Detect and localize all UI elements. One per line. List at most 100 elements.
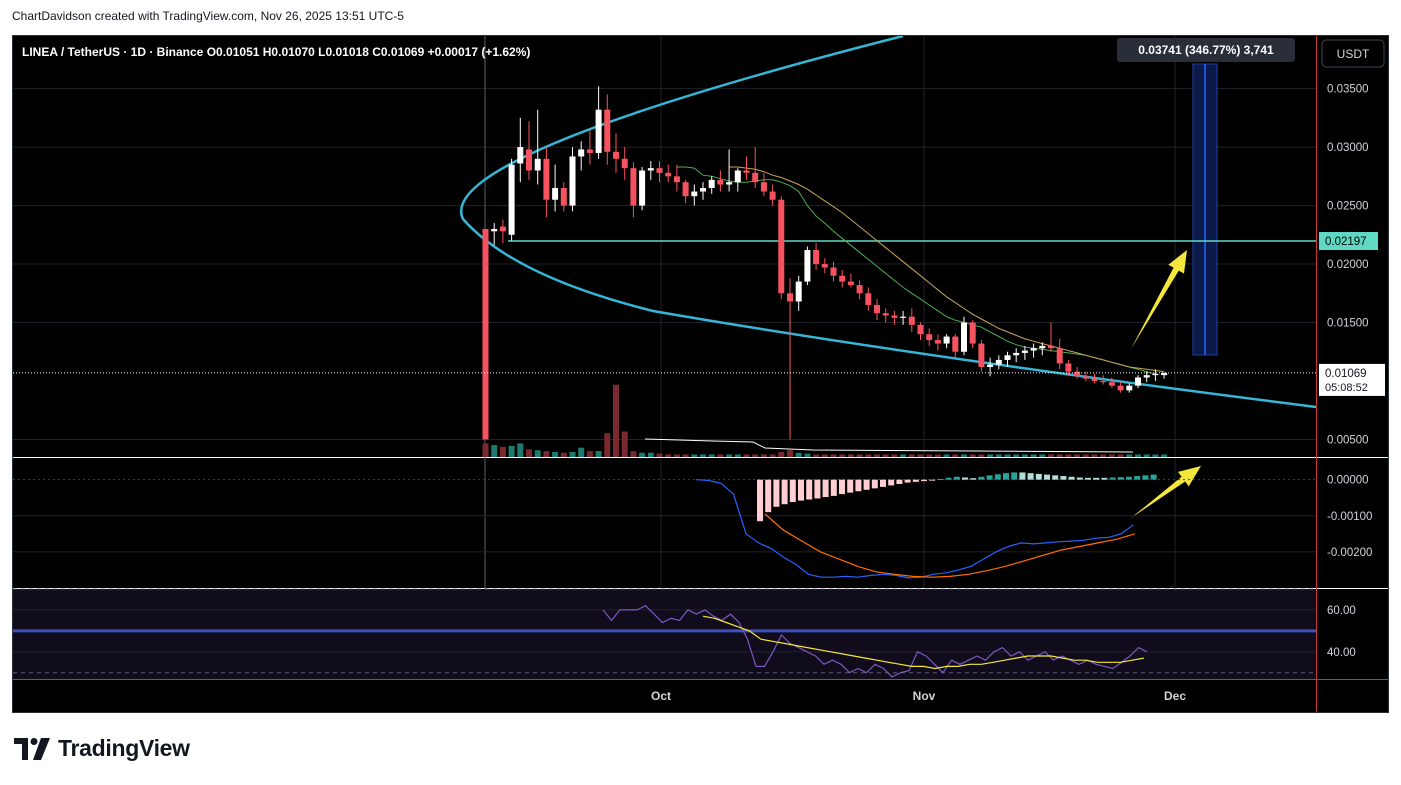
candle-body: [752, 172, 759, 183]
macd-histogram-bar: [1109, 477, 1116, 480]
candle-body: [534, 158, 541, 171]
candle-body: [569, 156, 576, 206]
volume-bar: [665, 454, 672, 457]
candle-body: [978, 343, 985, 367]
macd-histogram-bar: [798, 479, 804, 501]
price-axis-label: 0.03500: [1327, 84, 1369, 96]
candle-body: [804, 250, 811, 282]
candle-body: [1056, 348, 1063, 364]
candle-body: [961, 322, 967, 352]
candle-body: [595, 109, 602, 153]
candle-body: [839, 275, 846, 282]
tradingview-logo[interactable]: TradingView: [14, 735, 190, 762]
candle-body: [1100, 380, 1107, 383]
volume-bar: [1108, 454, 1115, 457]
volume-bar: [543, 451, 550, 457]
rsi-background: [13, 589, 1316, 679]
macd-histogram-bar: [1011, 472, 1018, 480]
candle-body: [882, 313, 889, 316]
legend-value: L0.01018: [318, 45, 369, 59]
volume-bar: [1143, 454, 1150, 457]
volume-bar: [1065, 454, 1072, 457]
volume-bar: [482, 443, 489, 457]
candle-body: [987, 364, 994, 367]
legend-value: LINEA / TetherUS · 1D · Binance: [22, 45, 204, 59]
candle-body: [1004, 355, 1011, 360]
candle-body: [908, 316, 915, 325]
macd-histogram-bar: [994, 474, 1001, 480]
macd-histogram-bar: [1142, 475, 1149, 480]
volume-bar: [717, 454, 724, 457]
macd-histogram-bar: [986, 475, 993, 480]
macd-histogram-bar: [896, 479, 903, 484]
macd-histogram-bar: [1101, 477, 1108, 480]
volume-bar: [1091, 454, 1098, 457]
volume-bar: [1126, 454, 1133, 457]
macd-histogram-bar: [863, 479, 870, 490]
legend-value: O0.01051: [207, 45, 260, 59]
macd-histogram-bar: [953, 476, 960, 480]
volume-bar: [778, 451, 785, 457]
volume-bar: [882, 454, 889, 457]
macd-histogram-bar: [912, 479, 919, 482]
volume-bar: [995, 454, 1002, 457]
volume-bar: [969, 454, 976, 457]
legend-value: H0.01070: [263, 45, 315, 59]
macd-line: [695, 479, 1134, 579]
volume-bar: [647, 452, 654, 457]
chart-svg[interactable]: LINEA / TetherUS · 1D · Binance O0.01051…: [13, 36, 1388, 712]
volume-bar: [856, 454, 863, 457]
candle-body: [526, 149, 532, 171]
volume-bar: [508, 445, 515, 457]
candle-body: [1091, 378, 1098, 381]
volume-bar: [1100, 454, 1107, 457]
candle-body: [621, 158, 628, 169]
candle-body: [639, 170, 646, 206]
macd-histogram-bar: [781, 479, 788, 505]
rsi-axis-label: 60.00: [1327, 605, 1356, 617]
ema-fast-line: [676, 166, 1156, 375]
tradingview-logo-icon: [14, 737, 50, 760]
volume-bar: [491, 445, 498, 457]
macd-histogram-bar: [855, 479, 862, 492]
candle-body: [856, 285, 863, 294]
volume-bar: [569, 451, 576, 457]
macd-histogram-bar: [1027, 473, 1034, 480]
candle-body: [1152, 373, 1159, 376]
candle-body: [1074, 371, 1081, 377]
currency-button[interactable]: [1321, 39, 1385, 68]
candle-body: [874, 304, 880, 314]
macd-histogram-bar: [1126, 476, 1132, 480]
macd-histogram-bar: [970, 478, 977, 480]
macd-histogram-bar: [937, 478, 944, 480]
candle-body: [491, 228, 498, 232]
candle-body: [760, 182, 767, 192]
candle-body: [1135, 377, 1141, 386]
volume-bar: [639, 452, 646, 457]
volume-bar: [743, 454, 750, 457]
volume-bar: [839, 454, 846, 457]
candle-body: [1065, 363, 1072, 372]
candle-body: [1161, 372, 1168, 376]
volume-bar: [517, 443, 524, 457]
volume-bar: [830, 454, 837, 457]
chart-frame[interactable]: LINEA / TetherUS · 1D · Binance O0.01051…: [12, 35, 1389, 713]
macd-histogram-bar: [847, 479, 854, 493]
volume-bar: [865, 454, 872, 457]
volume-bar: [847, 454, 854, 457]
time-axis-label: Oct: [651, 689, 671, 703]
candle-body: [926, 334, 933, 341]
level-price-badge: [1319, 232, 1378, 251]
last-price-label: 0.01069: [1325, 368, 1367, 380]
candle-body: [691, 191, 698, 197]
volume-bar: [1004, 454, 1011, 457]
volume-ma-line: [644, 438, 1134, 453]
volume-bar: [900, 454, 907, 457]
candle-body: [543, 158, 550, 200]
candle-body: [656, 168, 663, 173]
macd-histogram-bar: [1052, 475, 1059, 480]
macd-signal-line: [764, 513, 1136, 578]
macd-arrow: [1131, 466, 1201, 518]
macd-histogram-bar: [789, 479, 796, 503]
candle-body: [578, 149, 585, 157]
